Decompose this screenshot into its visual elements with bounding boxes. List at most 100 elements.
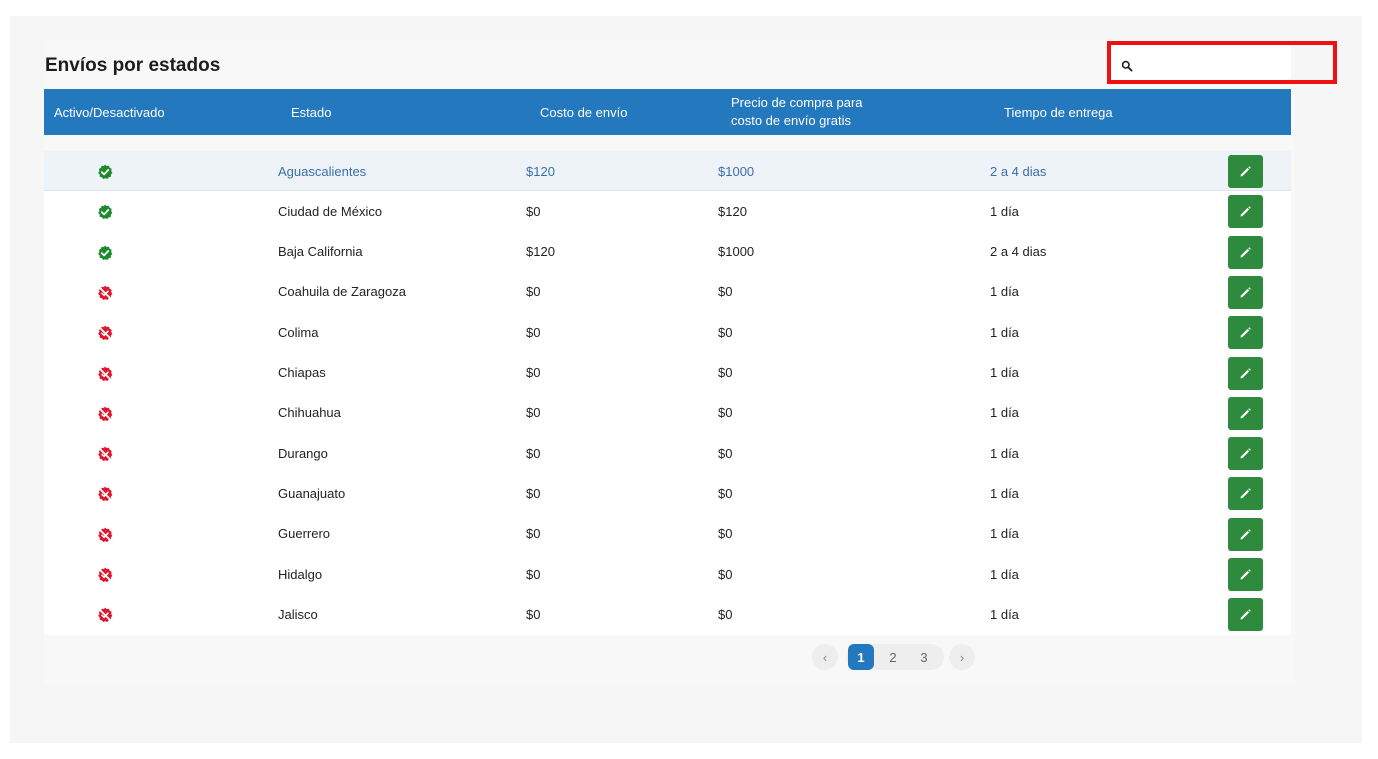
inactive-badge-icon[interactable] (97, 446, 113, 462)
table-row: Baja California $120 $1000 2 a 4 dias (44, 232, 1291, 272)
cell-costo: $120 (526, 244, 555, 260)
pagination-page-2[interactable]: 2 (889, 649, 897, 665)
cell-estado: Guerrero (278, 526, 331, 542)
table-header: Activo/Desactivado Estado Costo de envío… (44, 89, 1291, 135)
table-row: Colima $0 $0 1 día (44, 312, 1291, 352)
table-row: Durango $0 $0 1 día (44, 433, 1291, 473)
pencil-icon (1239, 326, 1252, 339)
active-check-icon[interactable] (97, 204, 113, 220)
cell-tiempo: 1 día (990, 324, 1019, 340)
header-active: Activo/Desactivado (54, 104, 165, 120)
pagination-page-3[interactable]: 3 (920, 649, 928, 665)
cell-costo: $0 (526, 445, 541, 461)
cell-tiempo: 1 día (990, 203, 1019, 219)
table-row: Ciudad de México $0 $120 1 día (44, 191, 1291, 231)
cell-estado: Ciudad de México (278, 203, 383, 219)
pencil-icon (1239, 205, 1252, 218)
cell-estado: Baja California (278, 244, 363, 260)
inactive-badge-icon[interactable] (97, 486, 113, 502)
pencil-icon (1239, 407, 1252, 420)
cell-estado: Durango (278, 445, 328, 461)
pencil-icon (1239, 447, 1252, 460)
table-row: Hidalgo $0 $0 1 día (44, 554, 1291, 594)
table-row: Chihuahua $0 $0 1 día (44, 393, 1291, 433)
table-row: Jalisco $0 $0 1 día (44, 594, 1291, 634)
inactive-badge-icon[interactable] (97, 567, 113, 583)
page-title: Envíos por estados (45, 55, 221, 76)
edit-button[interactable] (1228, 235, 1263, 269)
active-check-icon[interactable] (97, 164, 113, 180)
edit-button[interactable] (1228, 356, 1263, 390)
pencil-icon (1239, 246, 1252, 259)
header-estado: Estado (291, 104, 332, 120)
cell-tiempo: 1 día (990, 485, 1019, 501)
cell-costo: $0 (526, 365, 541, 380)
cell-precio: $0 (718, 526, 733, 542)
cell-estado: Guanajuato (278, 485, 346, 501)
header-precio-line1: Precio de compra para (731, 95, 863, 110)
cell-tiempo: 1 día (990, 284, 1019, 300)
edit-button[interactable] (1228, 396, 1263, 430)
cell-costo: $0 (526, 566, 541, 582)
header-precio-line2: costo de envío gratis (731, 113, 851, 128)
pencil-icon (1239, 165, 1252, 178)
pencil-icon (1239, 367, 1252, 380)
cell-precio: $0 (718, 485, 733, 501)
cell-costo: $120 (526, 163, 555, 179)
table-row: Guerrero $0 $0 1 día (44, 514, 1291, 554)
header-precio: Precio de compra para costo de envío gra… (731, 89, 863, 135)
cell-costo: $0 (526, 203, 541, 219)
inactive-badge-icon[interactable] (97, 406, 113, 422)
cell-tiempo: 1 día (990, 606, 1019, 622)
cell-precio: $0 (718, 405, 733, 421)
table-row: Aguascalientes $120 $1000 2 a 4 dias (44, 151, 1291, 191)
cell-costo: $0 (526, 284, 541, 300)
cell-tiempo: 2 a 4 dias (990, 163, 1047, 179)
cell-precio: $0 (718, 445, 733, 461)
inactive-badge-icon[interactable] (97, 285, 113, 301)
inactive-badge-icon[interactable] (97, 527, 113, 543)
pencil-icon (1239, 286, 1252, 299)
cell-estado: Hidalgo (278, 566, 323, 582)
cell-costo: $0 (526, 405, 541, 421)
edit-button[interactable] (1228, 558, 1263, 591)
cell-tiempo: 1 día (990, 445, 1019, 461)
edit-button[interactable] (1228, 316, 1263, 350)
search-highlight-box (1107, 41, 1337, 84)
inactive-badge-icon[interactable] (97, 325, 113, 341)
cell-precio: $0 (718, 566, 733, 582)
search-icon (1121, 60, 1133, 72)
cell-estado: Chiapas (278, 365, 326, 380)
edit-button[interactable] (1228, 155, 1263, 188)
pagination-prev[interactable]: ‹ (812, 644, 838, 670)
cell-costo: $0 (526, 324, 541, 340)
edit-button[interactable] (1228, 275, 1263, 309)
edit-button[interactable] (1228, 598, 1263, 632)
edit-button[interactable] (1228, 437, 1263, 471)
active-check-icon[interactable] (97, 245, 113, 261)
table-row: Guanajuato $0 $0 1 día (44, 473, 1291, 513)
cell-costo: $0 (526, 606, 541, 622)
pagination-next[interactable]: › (949, 644, 975, 670)
cell-tiempo: 2 a 4 dias (990, 244, 1047, 260)
cell-estado: Aguascalientes (278, 163, 367, 179)
cell-precio: $120 (718, 203, 747, 219)
header-tiempo: Tiempo de entrega (1004, 104, 1113, 120)
inactive-badge-icon[interactable] (97, 366, 113, 382)
inactive-badge-icon[interactable] (97, 607, 113, 623)
edit-button[interactable] (1228, 195, 1263, 229)
pagination-track: ‹ 1 2 3 › (810, 642, 975, 672)
cell-precio: $1000 (718, 244, 755, 260)
cell-estado: Colima (278, 324, 319, 340)
pencil-icon (1239, 608, 1252, 621)
edit-button[interactable] (1228, 517, 1263, 551)
cell-tiempo: 1 día (990, 365, 1019, 380)
pagination-page-1[interactable]: 1 (848, 644, 874, 670)
edit-button[interactable] (1228, 477, 1263, 511)
table-spacer (44, 135, 1291, 151)
search-input[interactable] (1138, 52, 1286, 74)
table-row: Coahuila de Zaragoza $0 $0 1 día (44, 272, 1291, 312)
cell-estado: Chihuahua (278, 405, 341, 421)
cell-precio: $0 (718, 284, 733, 300)
table-body: Aguascalientes $120 $1000 2 a 4 dias Ciudad … (44, 151, 1291, 635)
